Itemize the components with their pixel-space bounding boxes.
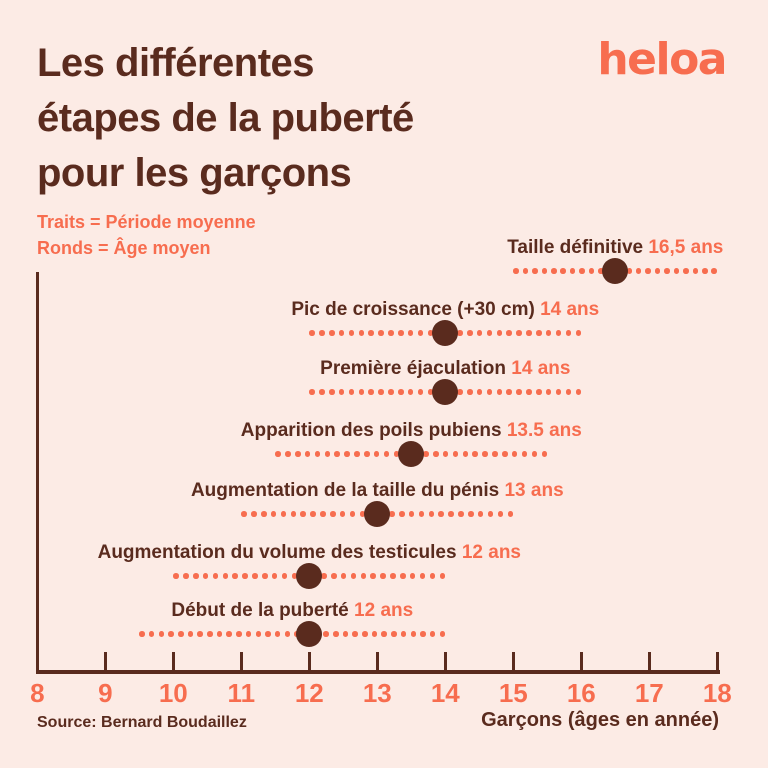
axis-tick-label: 12 bbox=[294, 678, 324, 708]
mean-age-dot bbox=[432, 379, 459, 405]
stage-mean-age-value: 12 ans bbox=[461, 542, 521, 563]
stage-name: Première éjaculation bbox=[320, 358, 512, 379]
stage-name: Augmentation de la taille du pénis bbox=[190, 480, 505, 501]
axis-tick-label: 14 bbox=[430, 678, 460, 708]
mean-age-dot bbox=[296, 563, 323, 589]
axis-tick bbox=[307, 652, 311, 672]
axis-tick-label: 9 bbox=[98, 678, 113, 708]
mean-age-dot bbox=[296, 621, 323, 647]
stage-name: Augmentation du volume des testicules bbox=[97, 542, 462, 563]
stage-label: Pic de croissance (+30 cm) 14 ans bbox=[291, 298, 599, 322]
stage-label: Apparition des poils pubiens 13.5 ans bbox=[241, 419, 582, 443]
mean-age-dot bbox=[398, 441, 425, 467]
chart-legend: Traits = Période moyenne Ronds = Âge moy… bbox=[37, 209, 256, 261]
y-axis-line bbox=[36, 272, 39, 673]
stage-mean-age-value: 13.5 ans bbox=[506, 420, 582, 441]
axis-tick bbox=[511, 652, 515, 672]
axis-tick bbox=[375, 652, 379, 672]
stage-mean-age-value: 13 ans bbox=[504, 480, 564, 501]
page-title: Les différentes étapes de la puberté pou… bbox=[37, 36, 414, 201]
stage-mean-age-value: 16,5 ans bbox=[648, 237, 724, 258]
mean-age-dot bbox=[602, 258, 629, 284]
axis-tick bbox=[103, 652, 107, 672]
stage-name: Pic de croissance (+30 cm) bbox=[291, 299, 541, 320]
title-line-1: Les différentes bbox=[37, 41, 315, 85]
axis-tick-label: 11 bbox=[227, 678, 256, 708]
stage-mean-age-value: 14 ans bbox=[511, 358, 571, 379]
legend-line-mean: Ronds = Âge moyen bbox=[37, 238, 211, 258]
stage-name: Taille définitive bbox=[507, 237, 649, 258]
axis-tick bbox=[715, 652, 719, 672]
axis-tick-label: 10 bbox=[158, 678, 188, 708]
axis-tick-label: 18 bbox=[702, 678, 732, 708]
mean-age-dot bbox=[432, 320, 459, 346]
heloa-logo: heloa bbox=[597, 34, 727, 85]
period-dotted-line bbox=[513, 268, 717, 274]
axis-tick-label: 17 bbox=[634, 678, 664, 708]
period-dotted-line bbox=[241, 511, 513, 517]
mean-age-dot bbox=[364, 501, 391, 527]
axis-tick bbox=[239, 652, 243, 672]
stage-label: Début de la puberté 12 ans bbox=[171, 599, 413, 623]
source-credit: Source: Bernard Boudaillez bbox=[37, 714, 247, 731]
axis-tick-label: 15 bbox=[498, 678, 528, 708]
x-axis-title: Garçons (âges en année) bbox=[481, 709, 719, 731]
stage-label: Augmentation de la taille du pénis 13 an… bbox=[191, 479, 564, 503]
axis-tick bbox=[443, 652, 447, 672]
stage-label: Taille définitive 16,5 ans bbox=[507, 236, 723, 260]
stage-mean-age-value: 12 ans bbox=[354, 600, 414, 621]
axis-tick-label: 16 bbox=[566, 678, 596, 708]
axis-tick-label: 8 bbox=[30, 678, 45, 708]
stage-name: Apparition des poils pubiens bbox=[240, 420, 507, 441]
axis-tick bbox=[647, 652, 651, 672]
stage-label: Augmentation du volume des testicules 12… bbox=[98, 541, 521, 565]
axis-tick-label: 13 bbox=[362, 678, 392, 708]
axis-tick bbox=[171, 652, 175, 672]
period-dotted-line bbox=[309, 330, 581, 336]
stage-name: Début de la puberté bbox=[171, 600, 355, 621]
title-line-2: étapes de la puberté bbox=[37, 96, 414, 140]
title-line-3: pour les garçons bbox=[37, 151, 352, 195]
period-dotted-line bbox=[139, 631, 446, 637]
axis-tick bbox=[579, 652, 583, 672]
legend-line-period: Traits = Période moyenne bbox=[37, 212, 256, 232]
period-dotted-line bbox=[173, 573, 445, 579]
stage-label: Première éjaculation 14 ans bbox=[320, 357, 570, 381]
stage-mean-age-value: 14 ans bbox=[540, 299, 600, 320]
